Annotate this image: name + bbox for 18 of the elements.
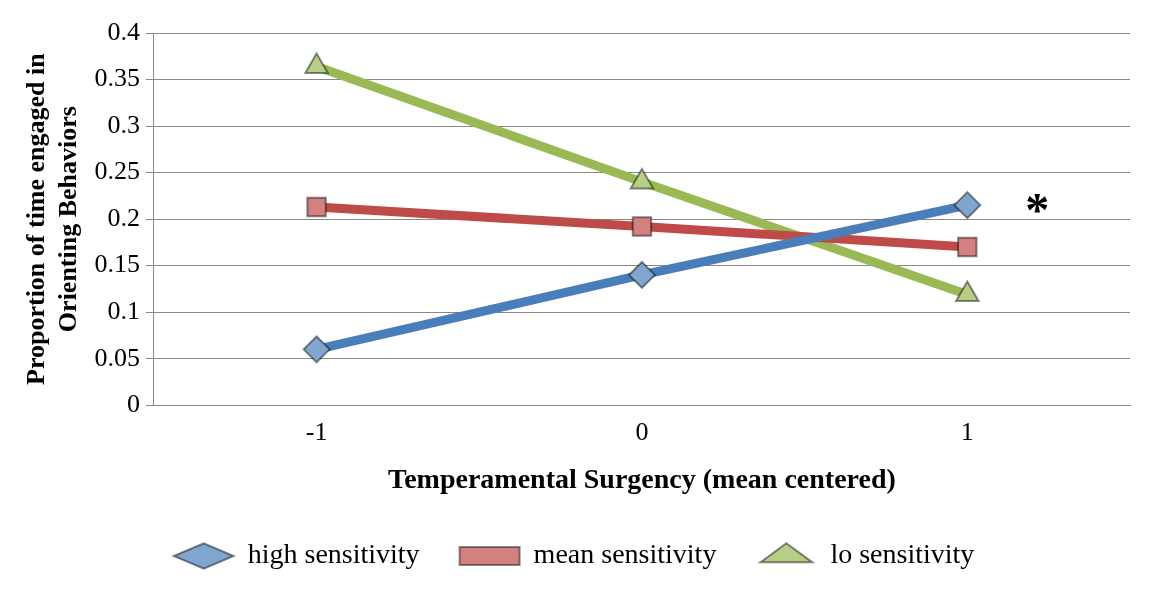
y-axis-title: Proportion of time engaged in Orienting Behaviors: [21, 52, 82, 385]
legend-label: mean sensitivity: [533, 538, 717, 570]
legend-label: high sensitivity: [247, 538, 420, 570]
x-tick-label: -1: [305, 416, 328, 446]
y-tick-label: 0.35: [94, 63, 140, 93]
y-tick-label: 0.05: [94, 342, 140, 372]
legend-label: lo sensitivity: [830, 538, 975, 570]
x-tick-label: 1: [960, 416, 974, 446]
y-tick-label: 0.1: [107, 295, 140, 325]
y-tick-label: 0: [126, 389, 140, 419]
y-tick-label: 0.3: [107, 109, 140, 139]
x-tick-label: 0: [635, 416, 649, 446]
y-tick-label: 0.4: [107, 16, 140, 46]
x-axis-title: Temperamental Surgency (mean centered): [388, 463, 896, 495]
y-tick-label: 0.15: [94, 249, 140, 279]
y-tick-label: 0.2: [107, 202, 140, 232]
y-tick-label: 0.25: [94, 156, 140, 186]
annotation: *: [1025, 182, 1050, 236]
